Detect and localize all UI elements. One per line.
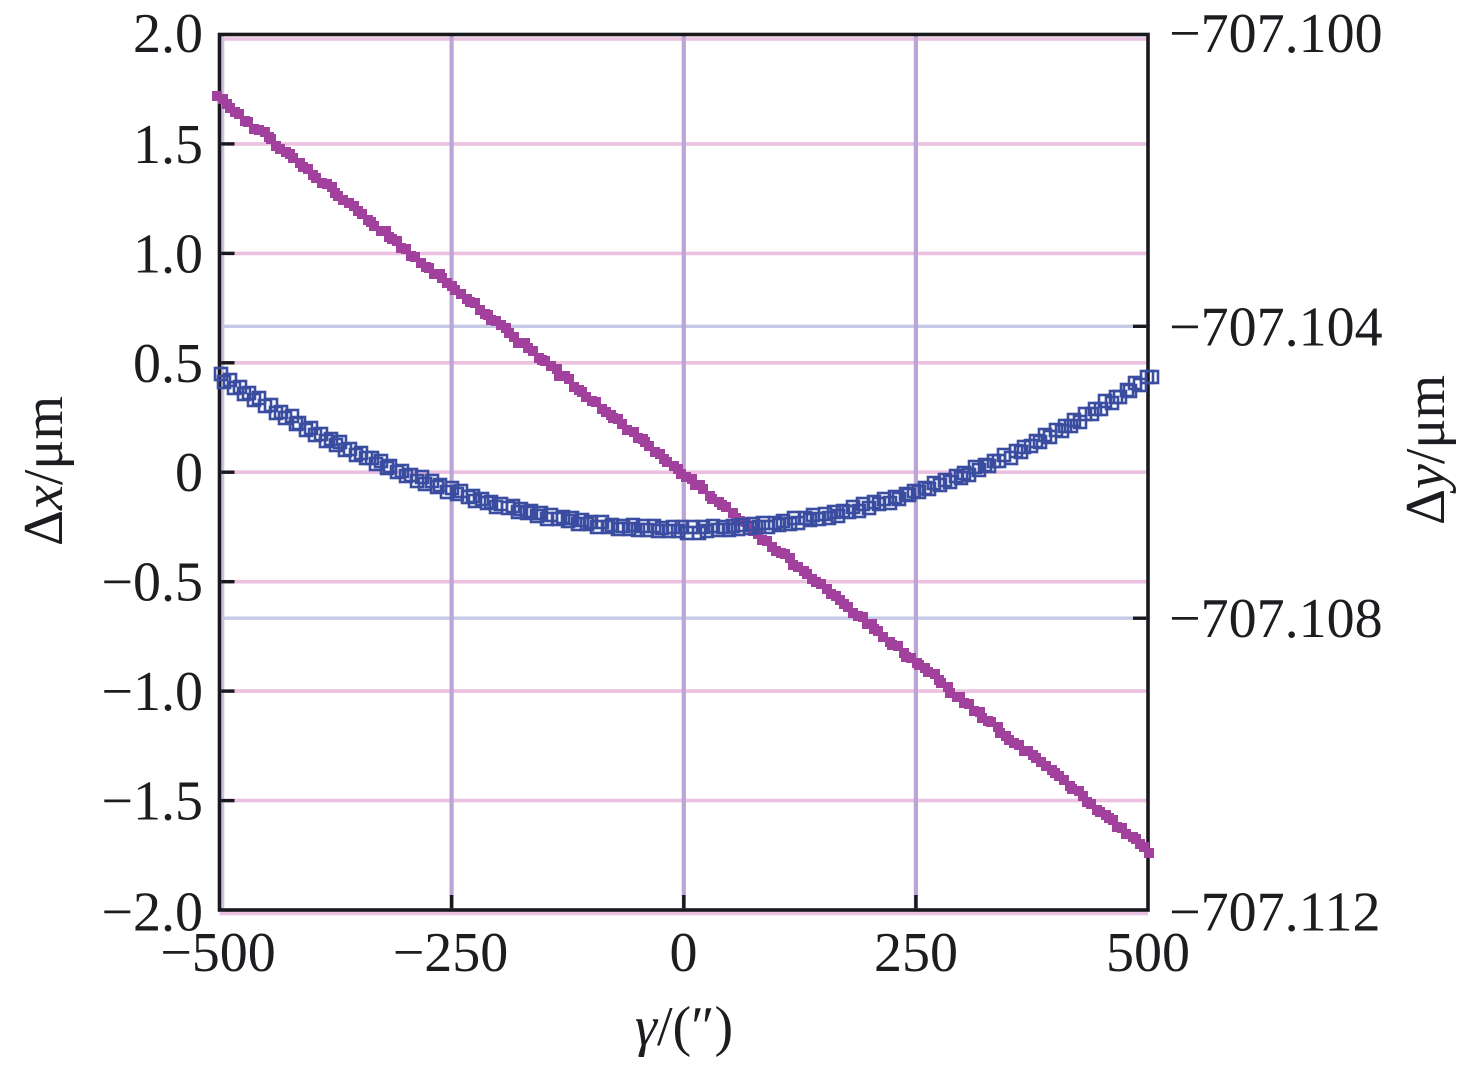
svg-text:−1.0: −1.0 [101,661,203,723]
svg-text:−707.100: −707.100 [1169,3,1383,65]
svg-text:0.5: 0.5 [133,333,203,395]
svg-text:0: 0 [670,922,698,984]
svg-text:−1.5: −1.5 [101,771,203,833]
svg-text:−707.112: −707.112 [1169,882,1381,944]
svg-text:0: 0 [175,442,203,504]
svg-text:−2.0: −2.0 [101,882,203,944]
svg-text:−707.104: −707.104 [1169,296,1383,358]
svg-text:−500: −500 [160,922,276,984]
svg-text:250: 250 [874,922,958,984]
svg-text:−0.5: −0.5 [101,552,203,614]
svg-text:−707.108: −707.108 [1169,588,1383,650]
svg-text:Δy/μm: Δy/μm [1395,375,1457,525]
svg-text:γ/(″): γ/(″) [635,996,733,1058]
svg-text:500: 500 [1106,922,1190,984]
svg-text:1.5: 1.5 [133,114,203,176]
svg-text:2.0: 2.0 [133,3,203,65]
svg-text:−250: −250 [393,922,509,984]
svg-text:Δx/μm: Δx/μm [13,396,75,546]
svg-text:1.0: 1.0 [133,223,203,285]
